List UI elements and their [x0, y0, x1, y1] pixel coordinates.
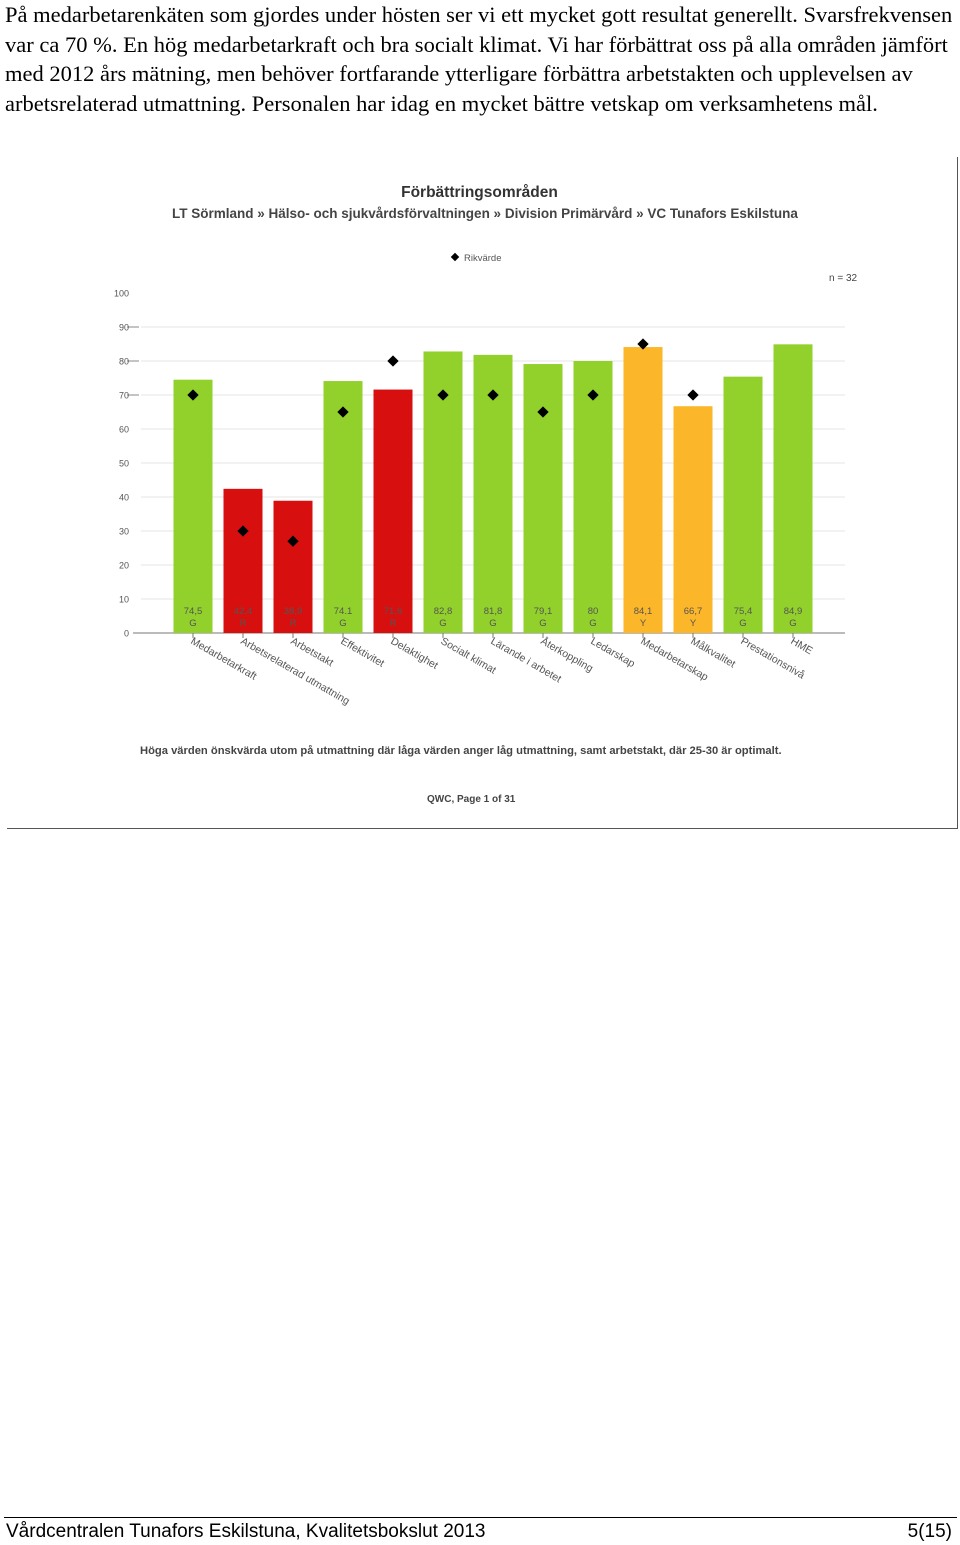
bar-grade-label: R	[290, 618, 297, 629]
footer-page-number: 5(15)	[907, 1521, 952, 1542]
x-category-label: Socialt klimat	[439, 635, 499, 676]
bar	[623, 347, 663, 633]
x-category-label: HME	[789, 635, 815, 657]
x-category-label: Delaktighet	[389, 635, 441, 672]
reference-marker	[437, 389, 449, 401]
chart-title: Förbättringsområden	[401, 184, 558, 201]
bar-grade-label: G	[789, 618, 796, 629]
bar	[473, 354, 513, 633]
y-tick-label: 90	[119, 323, 129, 333]
y-tick-label: 30	[119, 527, 129, 537]
bar-grade-label: Y	[690, 618, 697, 629]
bar-grade-label: R	[240, 618, 247, 629]
y-tick-label: 20	[119, 561, 129, 571]
bar-value-label: 66,7	[684, 606, 703, 617]
reference-marker	[587, 389, 599, 401]
bar	[673, 406, 713, 633]
bar	[273, 500, 313, 633]
reference-marker	[287, 535, 299, 547]
sample-size-label: n = 32	[829, 273, 858, 284]
bar-grade-label: G	[189, 618, 196, 629]
y-tick-label: 50	[119, 459, 129, 469]
bar-grade-label: R	[390, 618, 397, 629]
chart-footnote: Höga värden önskvärda utom på utmattning…	[140, 745, 782, 757]
y-tick-label: 80	[119, 357, 129, 367]
chart-figure: Förbättringsområden LT Sörmland » Hälso-…	[7, 157, 958, 829]
reference-marker	[637, 338, 649, 350]
reference-marker	[337, 406, 349, 418]
reference-marker	[487, 389, 499, 401]
intro-paragraph: På medarbetarenkäten som gjordes under h…	[5, 2, 953, 116]
reference-marker	[237, 525, 249, 537]
bar	[223, 488, 263, 633]
bar-value-label: 74,5	[184, 606, 203, 617]
bar-value-label: 42,4	[234, 606, 253, 617]
bar-value-label: 84,1	[634, 606, 653, 617]
reference-marker	[387, 355, 399, 367]
footer-title: Vårdcentralen Tunafors Eskilstuna, Kvali…	[6, 1521, 486, 1542]
bar	[573, 361, 613, 633]
bar-grade-label: G	[589, 618, 596, 629]
bar-grade-label: G	[489, 618, 496, 629]
y-tick-label: 40	[119, 493, 129, 503]
bar-value-label: 74.1	[334, 606, 353, 617]
x-category-label: Effektivitet	[339, 635, 387, 670]
footer-divider	[4, 1517, 957, 1518]
bar-value-label: 80	[588, 606, 599, 617]
y-tick-label: 60	[119, 425, 129, 435]
bar-grade-label: G	[439, 618, 446, 629]
bar	[323, 381, 363, 633]
bar-value-label: 82,8	[434, 606, 453, 617]
bar-value-label: 38,9	[284, 606, 303, 617]
chart-breadcrumb: LT Sörmland » Hälso- och sjukvårdsförval…	[172, 206, 798, 221]
legend-label: Rikvärde	[464, 253, 502, 264]
y-tick-label: 70	[119, 391, 129, 401]
y-tick-label: 10	[119, 595, 129, 605]
bar-value-label: 81,8	[484, 606, 503, 617]
bar	[173, 379, 213, 633]
reference-marker	[687, 389, 699, 401]
bar	[523, 364, 563, 633]
bar-value-label: 75,4	[734, 606, 753, 617]
reference-marker	[537, 406, 549, 418]
bar	[773, 344, 813, 633]
bar-grade-label: G	[539, 618, 546, 629]
bar-chart: 010203040506070809010074,5GMedarbetarkra…	[114, 289, 845, 708]
chart-legend: Rikvärde	[450, 252, 502, 264]
bar	[723, 376, 763, 633]
y-tick-label: 100	[114, 289, 129, 299]
bar-grade-label: G	[339, 618, 346, 629]
y-tick-label: 0	[124, 629, 129, 639]
bar-value-label: 79,1	[534, 606, 553, 617]
bar-grade-label: G	[739, 618, 746, 629]
bar-value-label: 71,6	[384, 606, 403, 617]
chart-page-info: QWC, Page 1 of 31	[427, 794, 516, 805]
bar	[373, 389, 413, 633]
bar-grade-label: Y	[640, 618, 647, 629]
reference-marker	[187, 389, 199, 401]
x-category-label: Ledarskap	[589, 635, 638, 670]
bar-value-label: 84,9	[784, 606, 803, 617]
